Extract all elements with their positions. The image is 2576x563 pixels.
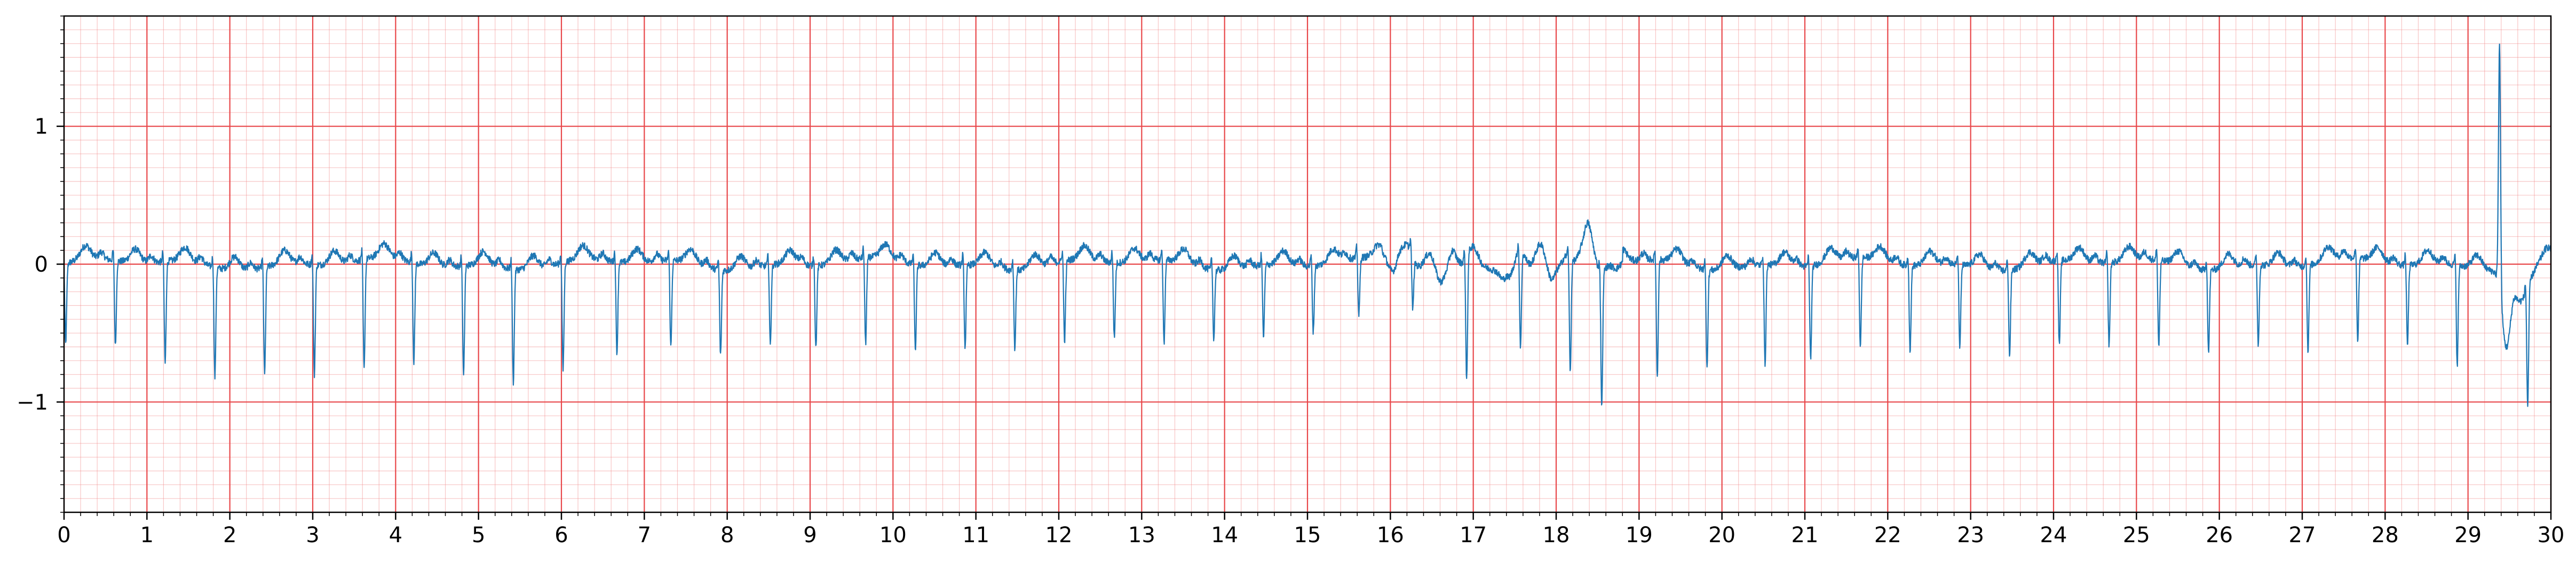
x-tick-label: 13: [1128, 523, 1155, 548]
x-tick-label: 18: [1543, 523, 1570, 548]
x-tick-label: 12: [1045, 523, 1073, 548]
x-tick-label: 22: [1874, 523, 1901, 548]
x-tick-label: 11: [962, 523, 989, 548]
y-tick-label: 0: [35, 252, 48, 277]
ecg-trace-line: [63, 43, 2552, 407]
x-tick-label: 20: [1708, 523, 1735, 548]
x-tick-label: 29: [2454, 523, 2482, 548]
x-tick-label: 25: [2123, 523, 2150, 548]
x-tick-label: 27: [2289, 523, 2316, 548]
x-tick-label: 14: [1211, 523, 1238, 548]
x-tick-label: 7: [638, 523, 651, 548]
x-tick-label: 5: [472, 523, 485, 548]
y-axis-ticks: −1 0 1: [17, 15, 64, 513]
x-tick-label: 4: [389, 523, 402, 548]
series-layer: [63, 43, 2552, 407]
y-tick-label: −1: [17, 390, 48, 415]
x-axis-ticks: 0 1 2 3 4 5 6 7 8 9 10 11 12 13 14 15 16 17 18 19 20 21 22 23 24…: [57, 512, 2564, 548]
x-tick-label: 17: [1460, 523, 1487, 548]
x-tick-label: 8: [720, 523, 734, 548]
x-tick-label: 9: [803, 523, 817, 548]
x-tick-label: 26: [2206, 523, 2233, 548]
x-tick-label: 10: [879, 523, 907, 548]
x-tick-label: 19: [1626, 523, 1653, 548]
x-tick-label: 24: [2040, 523, 2067, 548]
x-tick-label: 15: [1294, 523, 1321, 548]
x-tick-label: 21: [1792, 523, 1819, 548]
x-tick-label: 23: [1957, 523, 1984, 548]
x-tick-label: 6: [554, 523, 568, 548]
x-tick-label: 3: [306, 523, 319, 548]
x-tick-label: 0: [57, 523, 70, 548]
x-tick-label: 2: [223, 523, 236, 548]
x-tick-label: 16: [1377, 523, 1404, 548]
x-tick-label: 30: [2538, 523, 2565, 548]
x-tick-label: 28: [2372, 523, 2399, 548]
y-tick-label: 1: [35, 115, 48, 139]
x-tick-label: 1: [140, 523, 154, 548]
